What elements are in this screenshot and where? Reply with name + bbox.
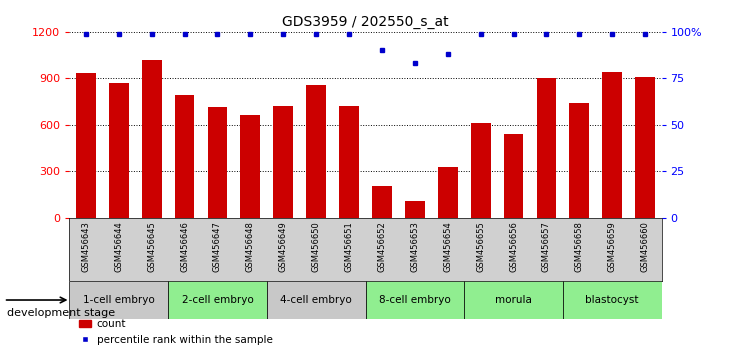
Text: development stage: development stage <box>7 308 115 318</box>
Text: blastocyst: blastocyst <box>586 295 639 305</box>
Bar <box>339 106 359 218</box>
Text: 2-cell embryo: 2-cell embryo <box>181 295 254 305</box>
Bar <box>438 167 458 218</box>
Bar <box>471 123 491 218</box>
Text: GSM456644: GSM456644 <box>114 221 124 272</box>
Text: GSM456657: GSM456657 <box>542 221 551 272</box>
Text: GSM456652: GSM456652 <box>377 221 387 272</box>
Bar <box>109 83 129 218</box>
Text: 8-cell embryo: 8-cell embryo <box>379 295 451 305</box>
Text: GSM456658: GSM456658 <box>575 221 584 272</box>
Text: GSM456645: GSM456645 <box>147 221 156 272</box>
Text: GSM456659: GSM456659 <box>607 221 617 272</box>
Bar <box>366 281 464 319</box>
Bar <box>168 281 267 319</box>
Bar <box>405 201 425 218</box>
Text: GSM456656: GSM456656 <box>509 221 518 272</box>
Text: GSM456649: GSM456649 <box>279 221 288 272</box>
Bar <box>76 73 96 218</box>
Text: GSM456647: GSM456647 <box>213 221 222 272</box>
Text: GSM456655: GSM456655 <box>476 221 485 272</box>
Text: GSM456651: GSM456651 <box>344 221 354 272</box>
Bar <box>372 186 392 218</box>
Text: GSM456653: GSM456653 <box>410 221 420 272</box>
Bar <box>208 107 227 218</box>
Text: 1-cell embryo: 1-cell embryo <box>83 295 155 305</box>
Text: 4-cell embryo: 4-cell embryo <box>280 295 352 305</box>
Text: morula: morula <box>495 295 532 305</box>
Bar <box>602 72 622 218</box>
Bar <box>569 103 589 218</box>
Text: GSM456650: GSM456650 <box>311 221 321 272</box>
Text: GSM456643: GSM456643 <box>81 221 91 272</box>
Bar <box>175 95 194 218</box>
Bar <box>635 77 655 218</box>
Bar <box>464 281 563 319</box>
Bar <box>142 60 162 218</box>
Bar <box>69 281 168 319</box>
Text: GSM456648: GSM456648 <box>246 221 255 272</box>
Legend: count, percentile rank within the sample: count, percentile rank within the sample <box>75 315 276 349</box>
Title: GDS3959 / 202550_s_at: GDS3959 / 202550_s_at <box>282 16 449 29</box>
Bar <box>267 281 366 319</box>
Bar <box>273 106 293 218</box>
Text: GSM456654: GSM456654 <box>443 221 452 272</box>
Bar <box>504 134 523 218</box>
Bar <box>563 281 662 319</box>
Bar <box>306 85 326 218</box>
Text: GSM456646: GSM456646 <box>180 221 189 272</box>
Text: GSM456660: GSM456660 <box>640 221 650 272</box>
Bar <box>537 78 556 218</box>
Bar <box>240 115 260 218</box>
